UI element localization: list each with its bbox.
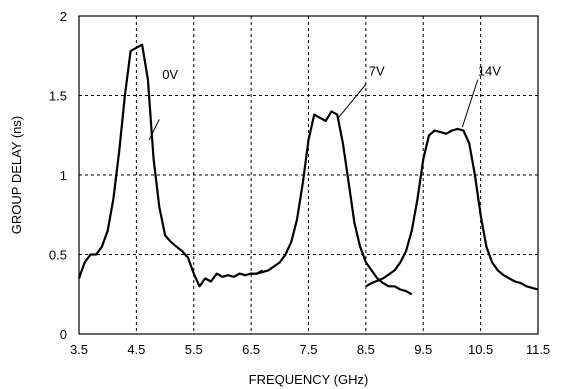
x-axis-title: FREQUENCY (GHz) <box>249 372 369 387</box>
annotation-leader <box>337 84 367 119</box>
series-line-0v <box>77 43 264 288</box>
y-tick-label: 0 <box>60 327 67 342</box>
annotation-label: 14V <box>478 64 501 79</box>
annotation-layer: 0V 7V 14V <box>148 64 501 141</box>
annotation-leader <box>461 79 479 128</box>
plot-frame <box>78 15 539 335</box>
x-tick-label: 10.5 <box>468 342 493 357</box>
x-tick-label: 6.5 <box>242 342 260 357</box>
x-tick-label: 5.5 <box>185 342 203 357</box>
series-line-14v <box>365 127 539 291</box>
y-tick-label: 1 <box>60 168 67 183</box>
annotation-label: 0V <box>162 67 178 82</box>
x-tick-label: 3.5 <box>70 342 88 357</box>
series-line-7v <box>251 110 413 296</box>
annotation-label: 7V <box>369 64 385 79</box>
annotation-leader <box>148 119 160 141</box>
x-tick-label: 9.5 <box>414 342 432 357</box>
y-tick-label: 2 <box>60 9 67 24</box>
x-tick-label: 7.5 <box>299 342 317 357</box>
x-tick-label: 8.5 <box>357 342 375 357</box>
y-tick-label: 1.5 <box>49 89 67 104</box>
y-axis-title: GROUP DELAY (ns) <box>9 116 24 234</box>
x-tick-labels: 3.5 4.5 5.5 6.5 7.5 8.5 9.5 10.5 11.5 <box>70 342 550 357</box>
y-tick-label: 0.5 <box>49 248 67 263</box>
curve-layer <box>77 43 539 296</box>
y-tick-labels: 0 0.5 1 1.5 2 <box>49 9 67 342</box>
x-tick-label: 4.5 <box>127 342 145 357</box>
grid-layer <box>79 16 538 334</box>
x-tick-label: 11.5 <box>526 342 550 357</box>
